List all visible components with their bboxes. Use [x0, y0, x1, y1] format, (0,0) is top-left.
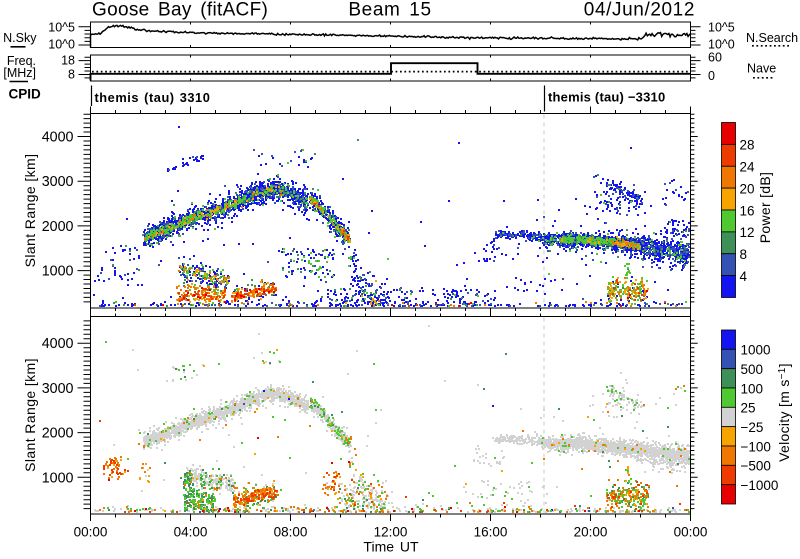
svg-text:Beam 15: Beam 15 — [348, 0, 431, 21]
svg-text:0: 0 — [708, 69, 715, 83]
svg-text:8: 8 — [68, 68, 75, 82]
svg-text:12:00: 12:00 — [374, 525, 408, 540]
svg-text:18: 18 — [61, 54, 75, 68]
svg-text:1000: 1000 — [741, 343, 771, 358]
svg-text:500: 500 — [741, 362, 764, 377]
svg-text:100: 100 — [741, 381, 764, 396]
svg-text:60: 60 — [708, 51, 722, 65]
svg-text:Power [dB]: Power [dB] — [757, 172, 773, 243]
svg-text:3000: 3000 — [42, 174, 74, 190]
svg-text:2000: 2000 — [42, 426, 74, 442]
svg-text:1000: 1000 — [42, 470, 74, 486]
svg-text:2000: 2000 — [42, 219, 74, 235]
svg-text:10^0: 10^0 — [48, 38, 75, 52]
svg-text:−100: −100 — [741, 439, 771, 454]
svg-text:4: 4 — [740, 269, 748, 284]
svg-text:10^5: 10^5 — [708, 21, 735, 35]
svg-text:themis (tau) 3310: themis (tau) 3310 — [95, 90, 211, 105]
svg-text:10^5: 10^5 — [48, 21, 75, 35]
svg-text:Velocity [m s−1]: Velocity [m s−1] — [776, 363, 792, 462]
svg-text:28: 28 — [740, 138, 755, 153]
svg-text:24: 24 — [740, 160, 756, 175]
svg-text:themis (tau) −3310: themis (tau) −3310 — [548, 90, 665, 105]
svg-text:16:00: 16:00 — [474, 525, 508, 540]
svg-text:−500: −500 — [741, 459, 771, 474]
svg-text:N.Search: N.Search — [746, 31, 798, 45]
svg-text:CPID: CPID — [9, 87, 42, 102]
svg-text:[MHz]: [MHz] — [3, 66, 36, 80]
svg-text:3000: 3000 — [42, 381, 74, 397]
svg-text:04:00: 04:00 — [174, 525, 208, 540]
svg-text:4000: 4000 — [42, 130, 74, 146]
svg-text:8: 8 — [740, 247, 748, 262]
svg-text:Goose Bay (fitACF): Goose Bay (fitACF) — [92, 0, 268, 21]
svg-text:00:00: 00:00 — [74, 525, 108, 540]
svg-text:Slant Range [km]: Slant Range [km] — [22, 154, 38, 268]
svg-text:10^0: 10^0 — [708, 38, 735, 52]
svg-text:20:00: 20:00 — [574, 525, 608, 540]
svg-text:08:00: 08:00 — [274, 525, 308, 540]
svg-text:−25: −25 — [741, 420, 764, 435]
svg-text:04/Jun/2012: 04/Jun/2012 — [584, 0, 695, 21]
svg-text:12: 12 — [740, 225, 755, 240]
svg-text:Nave: Nave — [747, 62, 776, 76]
svg-text:1000: 1000 — [42, 264, 74, 280]
svg-text:Freq.: Freq. — [7, 54, 36, 68]
svg-text:N.Sky: N.Sky — [3, 31, 37, 45]
svg-text:16: 16 — [740, 203, 755, 218]
svg-text:Time UT: Time UT — [363, 539, 419, 555]
svg-text:00:00: 00:00 — [674, 525, 708, 540]
svg-text:Slant Range [km]: Slant Range [km] — [22, 358, 38, 472]
svg-text:−1000: −1000 — [741, 478, 779, 493]
svg-text:20: 20 — [740, 181, 755, 196]
svg-text:4000: 4000 — [42, 336, 74, 352]
svg-text:25: 25 — [741, 401, 756, 416]
